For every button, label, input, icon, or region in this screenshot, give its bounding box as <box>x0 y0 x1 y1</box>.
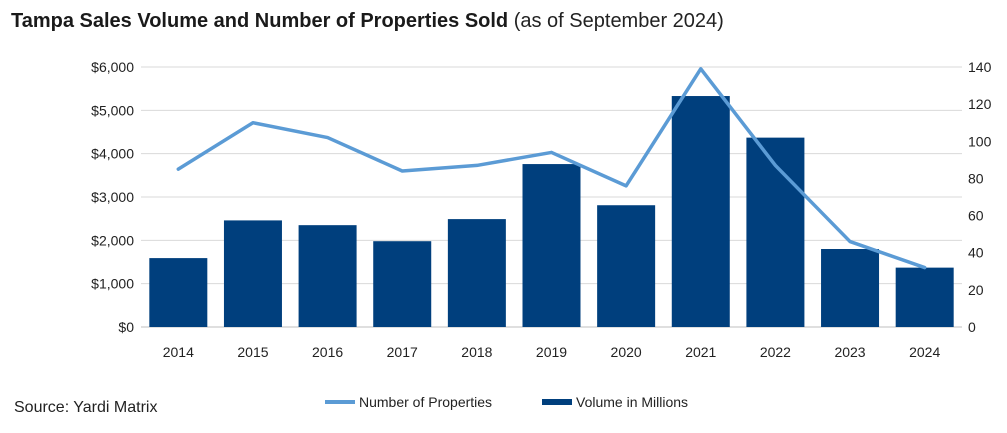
bar-2014 <box>149 258 208 327</box>
line-point-2020 <box>624 184 628 188</box>
bar-2024 <box>895 267 954 327</box>
bar-2020 <box>597 205 656 327</box>
line-point-2017 <box>400 169 404 173</box>
x-tick-label: 2024 <box>909 344 940 360</box>
y-left-tick-label: $3,000 <box>91 189 134 205</box>
y-right-tick-label: 120 <box>968 96 992 112</box>
bar-2021 <box>671 96 730 328</box>
bar-2017 <box>373 241 432 327</box>
y-right-tick-label: 100 <box>968 133 992 149</box>
line-point-2021 <box>699 67 703 71</box>
line-point-2019 <box>550 150 553 154</box>
bar-2015 <box>223 220 282 327</box>
y-left-tick-label: $4,000 <box>91 146 134 162</box>
x-tick-label: 2020 <box>611 344 642 360</box>
bar-2022 <box>746 137 805 327</box>
y-right-tick-label: 60 <box>968 208 984 224</box>
chart-title-sub: (as of September 2024) <box>513 10 724 32</box>
y-right-tick-label: 0 <box>968 319 976 335</box>
y-right-tick-label: 140 <box>968 59 992 75</box>
legend: Number of Properties Volume in Millions <box>325 394 688 410</box>
line-point-2015 <box>251 121 255 125</box>
y-axis-left: $0 $1,000 $2,000 $3,000 $4,000 $5,000 $6,000 <box>91 59 134 335</box>
y-left-tick-label: $0 <box>118 319 134 335</box>
line-point-2024 <box>923 266 927 270</box>
line-point-2022 <box>773 163 777 167</box>
y-left-tick-label: $1,000 <box>91 276 134 292</box>
bar-series <box>149 96 954 328</box>
line-point-2016 <box>326 136 330 140</box>
chart-title: Tampa Sales Volume and Number of Propert… <box>11 10 724 33</box>
legend-label-line: Number of Properties <box>359 394 492 410</box>
x-axis: 2014 2015 2016 2017 2018 2019 2020 2021 2022 2023… <box>163 344 941 360</box>
y-right-tick-label: 80 <box>968 170 984 186</box>
y-axis-right: 0 20 40 60 80 100 120 140 <box>968 59 992 335</box>
y-left-tick-label: $2,000 <box>91 232 134 248</box>
legend-bar-swatch <box>542 399 572 405</box>
x-tick-label: 2018 <box>461 344 492 360</box>
x-tick-label: 2015 <box>237 344 268 360</box>
x-tick-label: 2022 <box>760 344 791 360</box>
y-left-tick-label: $6,000 <box>91 59 134 75</box>
y-right-tick-label: 40 <box>968 245 984 261</box>
bar-2019 <box>522 164 581 327</box>
line-point-2018 <box>475 163 479 167</box>
line-series <box>176 67 927 270</box>
line-point-2023 <box>848 240 852 244</box>
x-tick-label: 2014 <box>163 344 194 360</box>
y-right-tick-label: 20 <box>968 282 984 298</box>
line-point-2014 <box>176 167 180 171</box>
legend-label-bar: Volume in Millions <box>576 394 688 410</box>
bar-2018 <box>447 219 506 327</box>
source-note: Source: Yardi Matrix <box>14 399 158 416</box>
x-tick-label: 2023 <box>834 344 865 360</box>
bar-2016 <box>298 225 357 327</box>
chart-title-main: Tampa Sales Volume and Number of Propert… <box>11 10 509 32</box>
x-tick-label: 2021 <box>685 344 716 360</box>
bar-2023 <box>821 249 880 327</box>
x-tick-label: 2017 <box>387 344 418 360</box>
x-tick-label: 2016 <box>312 344 343 360</box>
x-tick-label: 2019 <box>536 344 567 360</box>
y-left-tick-label: $5,000 <box>91 102 134 118</box>
